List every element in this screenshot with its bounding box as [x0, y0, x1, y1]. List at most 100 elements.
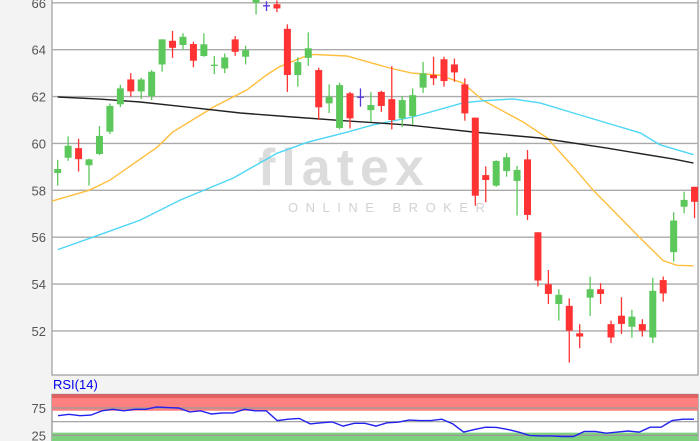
candle [64, 136, 72, 161]
candle [367, 91, 375, 122]
candle [106, 103, 114, 135]
candle [263, 1, 270, 12]
candle-body [691, 186, 699, 202]
y-tick-label: 64 [32, 43, 46, 58]
candle-body [534, 232, 542, 281]
candle [492, 160, 500, 187]
candle [524, 150, 531, 221]
candle [95, 126, 103, 156]
candle [189, 41, 197, 68]
candle [325, 84, 333, 113]
candle-body [565, 305, 573, 331]
candle-body [670, 220, 678, 253]
candle [440, 56, 448, 87]
candle-body [64, 145, 72, 158]
candle-body [409, 95, 417, 117]
candle-body [430, 75, 438, 79]
candle [137, 77, 145, 99]
candle [471, 117, 479, 206]
rsi-title: RSI(14) [53, 377, 98, 392]
candle [356, 88, 364, 107]
candle-body [283, 28, 291, 75]
candle-body [106, 105, 114, 132]
candle-body [597, 289, 605, 294]
candle-body [388, 99, 396, 120]
candle-body [544, 284, 552, 294]
candle [294, 57, 302, 87]
candle-body [419, 73, 427, 88]
candle-body [273, 4, 281, 9]
y-tick-label: 54 [32, 277, 46, 292]
candle [513, 165, 521, 216]
candle-body [200, 44, 208, 57]
candle [638, 319, 646, 337]
candle [252, 0, 260, 15]
candle-body [649, 290, 657, 338]
candle [346, 91, 354, 129]
candle [419, 61, 427, 93]
rsi-tick-label: 75 [32, 401, 46, 416]
watermark-flatex: flatex [258, 139, 430, 197]
candle-body [189, 44, 197, 61]
candle-body [461, 84, 469, 114]
candle [377, 90, 385, 112]
candle [597, 283, 605, 304]
candle [534, 232, 542, 287]
candle [555, 289, 563, 321]
candle [482, 166, 490, 203]
candle-body [315, 70, 323, 108]
candle-body [482, 175, 490, 180]
candle-body [586, 289, 594, 298]
candle [210, 56, 218, 75]
y-tick-label: 66 [32, 0, 46, 11]
candle-body [356, 96, 364, 98]
candle [116, 84, 124, 108]
candle-body [503, 157, 511, 172]
rsi-oversold-zone [52, 432, 698, 441]
candle-body [617, 315, 625, 324]
candle [242, 45, 250, 65]
rsi-top-band [52, 394, 698, 398]
candle-body [148, 71, 156, 97]
candle-body [524, 159, 531, 215]
candle-body [492, 161, 500, 186]
watermark-tagline: ONLINE BROKER [288, 200, 492, 215]
candle-body [471, 117, 479, 196]
y-tick-label: 56 [32, 230, 46, 245]
candle [85, 158, 93, 186]
candle-body [85, 159, 93, 166]
candle-body [294, 62, 302, 75]
candle-body [628, 316, 636, 327]
candle [670, 212, 678, 262]
candle [388, 66, 396, 130]
candle [649, 277, 657, 344]
candle-body [116, 88, 124, 105]
candle [617, 297, 625, 334]
candle [565, 298, 573, 363]
candle-body [179, 36, 187, 45]
candle [273, 0, 281, 13]
candle-body [231, 39, 239, 52]
candle-body [210, 64, 218, 66]
candle [461, 78, 469, 121]
candle-body [169, 40, 177, 48]
candle-body [304, 48, 312, 58]
candle-body [158, 39, 166, 65]
candle [283, 24, 291, 92]
candle-body [325, 96, 333, 104]
candle [127, 73, 135, 97]
y-tick-label: 60 [32, 136, 46, 151]
candle-body [221, 57, 229, 69]
candle [75, 138, 83, 172]
candle [304, 32, 312, 66]
candle [315, 67, 323, 120]
candle-body [680, 199, 688, 207]
candle [221, 53, 229, 74]
candle [179, 33, 187, 50]
candle-body [75, 148, 83, 160]
candle-body [513, 169, 521, 181]
candle [607, 320, 615, 344]
candle-body [54, 168, 62, 173]
candle [628, 309, 636, 338]
